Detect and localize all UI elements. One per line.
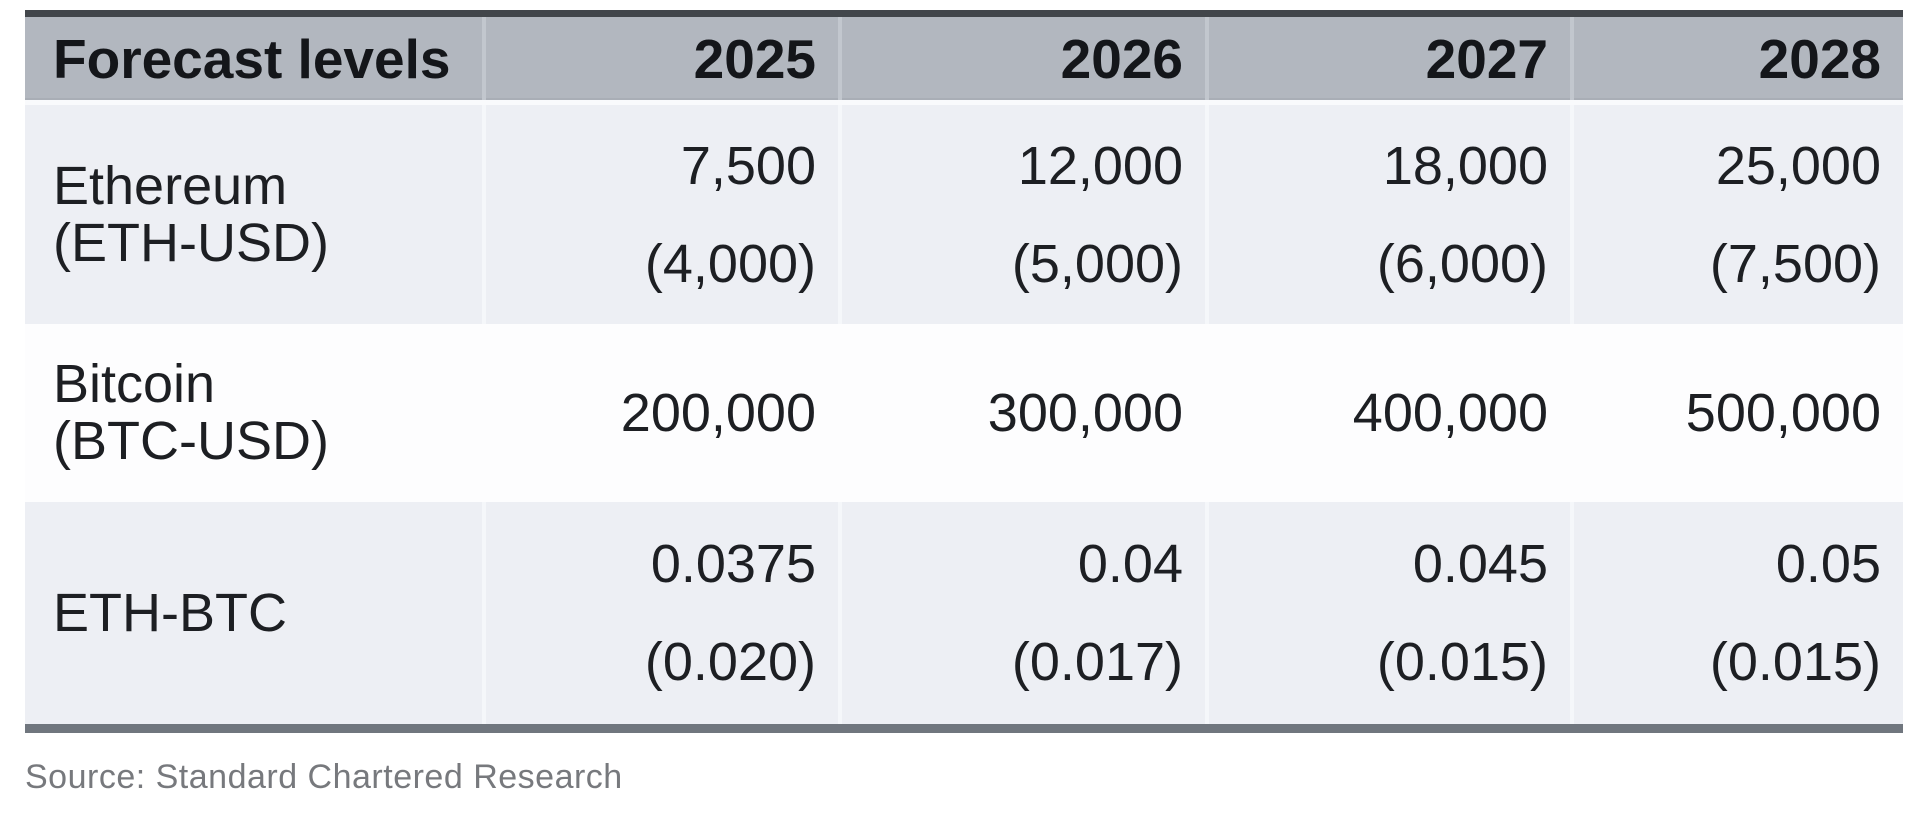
col-header-label: 2025 bbox=[693, 27, 816, 90]
value-primary: 200,000 bbox=[620, 383, 816, 443]
table-top-rule bbox=[25, 10, 1903, 17]
cell-ethereum-2028: 25,000 (7,500) bbox=[1570, 105, 1903, 324]
col-header-forecast-levels: Forecast levels bbox=[25, 17, 482, 100]
cell-ethereum-2026: 12,000 (5,000) bbox=[838, 105, 1205, 324]
cell-bitcoin-2025: 200,000 bbox=[482, 324, 838, 502]
value-primary: 0.04 bbox=[1077, 534, 1183, 594]
col-header-label: 2027 bbox=[1425, 27, 1548, 90]
cell-eth-btc-2028: 0.05 (0.015) bbox=[1570, 502, 1903, 724]
cell-bitcoin-2026: 300,000 bbox=[838, 324, 1205, 502]
value-primary: 7,500 bbox=[680, 135, 816, 196]
cell-ethereum-2025: 7,500 (4,000) bbox=[482, 105, 838, 324]
table-row-eth-btc: ETH-BTC 0.0375 (0.020) 0.04 (0.017) 0.04… bbox=[25, 502, 1903, 724]
row-label-line: (ETH-USD) bbox=[53, 212, 329, 273]
table-bottom-rule bbox=[25, 724, 1903, 733]
value-primary: 25,000 bbox=[1715, 135, 1881, 196]
value-secondary: (7,500) bbox=[1709, 233, 1881, 294]
value-primary: 0.0375 bbox=[650, 534, 816, 594]
row-label-line: (BTC-USD) bbox=[53, 411, 329, 471]
source-note: Source: Standard Chartered Research bbox=[25, 758, 623, 796]
value-primary: 400,000 bbox=[1352, 383, 1548, 443]
value-secondary: (5,000) bbox=[1011, 233, 1183, 294]
table-header-row: Forecast levels 2025 2026 2027 2028 bbox=[25, 17, 1903, 105]
row-label-eth-btc: ETH-BTC bbox=[25, 502, 482, 724]
value-secondary: (0.020) bbox=[644, 632, 816, 692]
cell-eth-btc-2026: 0.04 (0.017) bbox=[838, 502, 1205, 724]
table-row-ethereum: Ethereum (ETH-USD) 7,500 (4,000) 12,000 … bbox=[25, 105, 1903, 324]
value-primary: 300,000 bbox=[987, 383, 1183, 443]
value-secondary: (6,000) bbox=[1376, 233, 1548, 294]
forecast-table: Forecast levels 2025 2026 2027 2028 Ethe… bbox=[25, 10, 1903, 733]
col-header-2027: 2027 bbox=[1205, 17, 1570, 100]
row-label-ethereum: Ethereum (ETH-USD) bbox=[25, 105, 482, 324]
row-label-bitcoin: Bitcoin (BTC-USD) bbox=[25, 324, 482, 502]
cell-eth-btc-2027: 0.045 (0.015) bbox=[1205, 502, 1570, 724]
cell-bitcoin-2027: 400,000 bbox=[1205, 324, 1570, 502]
col-header-label: 2028 bbox=[1758, 27, 1881, 90]
table-row-bitcoin: Bitcoin (BTC-USD) 200,000 300,000 400,00… bbox=[25, 324, 1903, 502]
value-secondary: (0.015) bbox=[1376, 632, 1548, 692]
row-label-line: Bitcoin bbox=[53, 354, 216, 414]
value-primary: 0.045 bbox=[1412, 534, 1548, 594]
value-secondary: (0.015) bbox=[1709, 632, 1881, 692]
value-primary: 18,000 bbox=[1382, 135, 1548, 196]
value-primary: 12,000 bbox=[1017, 135, 1183, 196]
value-primary: 0.05 bbox=[1775, 534, 1881, 594]
row-label-line: Ethereum bbox=[53, 155, 288, 216]
col-header-2025: 2025 bbox=[482, 17, 838, 100]
col-header-2028: 2028 bbox=[1570, 17, 1903, 100]
value-primary: 500,000 bbox=[1685, 383, 1881, 443]
col-header-2026: 2026 bbox=[838, 17, 1205, 100]
cell-ethereum-2027: 18,000 (6,000) bbox=[1205, 105, 1570, 324]
value-secondary: (4,000) bbox=[644, 233, 816, 294]
cell-bitcoin-2028: 500,000 bbox=[1570, 324, 1903, 502]
col-header-label: 2026 bbox=[1060, 27, 1183, 90]
col-header-label: Forecast levels bbox=[53, 27, 451, 90]
row-label-line: ETH-BTC bbox=[53, 582, 287, 643]
value-secondary: (0.017) bbox=[1011, 632, 1183, 692]
cell-eth-btc-2025: 0.0375 (0.020) bbox=[482, 502, 838, 724]
